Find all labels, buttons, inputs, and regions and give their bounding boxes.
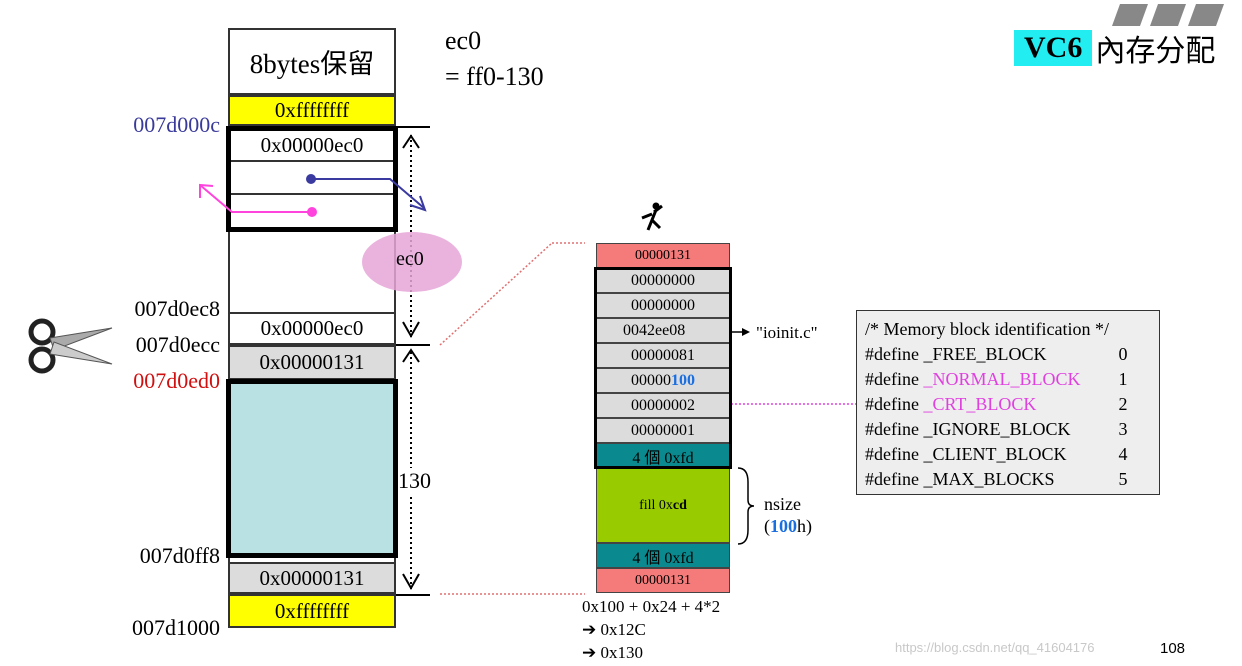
span-label: 130 — [398, 468, 431, 494]
free-block-header-frame — [226, 126, 398, 232]
define-name: _CRT_BLOCK — [923, 394, 1037, 414]
nsize-number: 100 — [770, 516, 797, 536]
defines-comment: /* Memory block identification */ — [865, 319, 1109, 339]
define-value: 4 — [1118, 444, 1128, 464]
define-value: 2 — [1118, 394, 1128, 414]
header-row-next: 00000000 — [596, 293, 730, 318]
tail-size-cell: 0x00000ec0 — [228, 312, 396, 345]
head-size-cell: 0x00000ec0 — [231, 131, 393, 162]
header-row-filename: 0042ee08 — [596, 318, 730, 343]
header-row-request: 00000001 — [596, 418, 730, 443]
note-line1: ec0 — [445, 26, 482, 55]
calc-line: ➔ 0x130 — [582, 643, 643, 662]
header-row-prev: 00000000 — [596, 268, 730, 293]
address-label: 007d0ed0 — [133, 368, 220, 393]
fill-prefix: fill 0x — [639, 497, 673, 513]
user-data-fill: fill 0x cd — [596, 468, 730, 543]
title-prefix: VC6 — [1014, 30, 1093, 66]
block-footer-size: 00000131 — [596, 568, 730, 593]
define-name: _CLIENT_BLOCK — [923, 444, 1067, 464]
define-row: #define _MAX_BLOCKS 5 — [865, 467, 1151, 492]
define-keyword: #define — [865, 419, 924, 439]
header-row-size: 00000 100 — [596, 368, 730, 393]
nsize-value: (100h) — [764, 516, 812, 537]
define-row: #define _IGNORE_BLOCK 3 — [865, 417, 1151, 442]
address-label: 007d0ecc — [135, 332, 220, 357]
define-keyword: #define — [865, 344, 924, 364]
define-keyword: #define — [865, 469, 924, 489]
block-head-cell: 0x00000131 — [228, 345, 396, 380]
fill-bold: cd — [672, 497, 687, 513]
bottom-sentinel-cell: 0xffffffff — [228, 594, 396, 628]
user-data-block — [226, 379, 398, 558]
define-name: _FREE_BLOCK — [923, 344, 1047, 364]
define-row: #define _CLIENT_BLOCK 4 — [865, 442, 1151, 467]
paren: ( — [764, 516, 770, 536]
header-row-type: 00000002 — [596, 393, 730, 418]
page-number: 108 — [1160, 640, 1186, 657]
watermark: https://blog.csdn.net/qq_41604176 — [895, 640, 1095, 655]
address-label: 007d1000 — [132, 615, 220, 640]
paren: h) — [797, 516, 812, 536]
blob-label: ec0 — [396, 248, 424, 270]
address-label: 007d0ec8 — [134, 296, 220, 321]
define-name: _NORMAL_BLOCK — [923, 369, 1081, 389]
define-row: #define _CRT_BLOCK 2 — [865, 392, 1151, 417]
calc-line: ➔ 0x12C — [582, 620, 646, 639]
define-value: 0 — [1118, 344, 1128, 364]
note-line2: = ff0-130 — [445, 62, 544, 91]
define-row: #define _FREE_BLOCK 0 — [865, 342, 1151, 367]
define-keyword: #define — [865, 394, 924, 414]
define-name: _IGNORE_BLOCK — [923, 419, 1071, 439]
size-highlight: 100 — [671, 371, 695, 389]
define-keyword: #define — [865, 369, 924, 389]
size-prefix: 00000 — [631, 371, 671, 389]
calc-line: 0x100 + 0x24 + 4*2 — [582, 597, 721, 616]
no-mans-land-bottom: 4 個 0xfd — [596, 543, 730, 568]
address-label: 007d000c — [133, 112, 220, 137]
define-name: _MAX_BLOCKS — [923, 469, 1055, 489]
define-keyword: #define — [865, 444, 924, 464]
define-value: 5 — [1118, 469, 1128, 489]
block-tail-cell: 0x00000131 — [228, 562, 396, 594]
define-row: #define _NORMAL_BLOCK 1 — [865, 367, 1151, 392]
slide-title: VC6 內存分配 — [1014, 30, 1215, 68]
no-mans-land-top: 4 個 0xfd — [596, 443, 730, 468]
climber-icon — [636, 200, 672, 241]
top-sentinel-cell: 0xffffffff — [228, 95, 396, 126]
next-pointer-cell — [231, 162, 393, 195]
title-decoration-icon — [1110, 4, 1230, 26]
reserved-cell: 8bytes保留 — [228, 28, 396, 95]
scissors-icon — [14, 318, 114, 379]
block-header-size: 00000131 — [596, 243, 730, 268]
title-suffix: 內存分配 — [1095, 35, 1216, 68]
nsize-label: nsize — [764, 494, 801, 514]
file-ref-label: "ioinit.c" — [756, 323, 818, 342]
address-label: 007d0ff8 — [139, 543, 220, 568]
define-value: 3 — [1118, 419, 1128, 439]
block-type-defines: /* Memory block identification */ #defin… — [856, 310, 1160, 495]
define-value: 1 — [1118, 369, 1128, 389]
header-row-line: 00000081 — [596, 343, 730, 368]
